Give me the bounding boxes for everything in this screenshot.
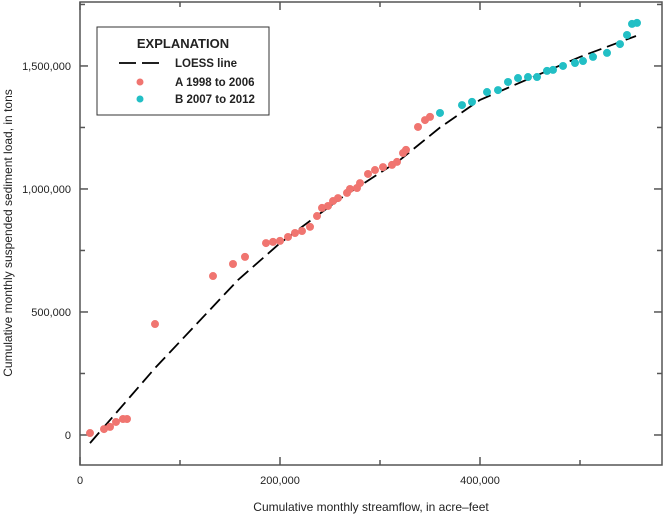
point-series-b bbox=[458, 101, 466, 110]
plot-frame bbox=[79, 1, 663, 466]
point-series-b bbox=[616, 40, 624, 49]
point-series-a bbox=[269, 237, 277, 246]
point-series-a bbox=[364, 169, 372, 178]
point-series-b bbox=[483, 88, 491, 97]
point-series-b bbox=[589, 52, 597, 61]
point-series-a bbox=[324, 201, 332, 210]
legend-loess-label: LOESS line bbox=[175, 58, 237, 70]
point-series-a bbox=[112, 417, 120, 426]
point-series-b bbox=[559, 61, 567, 70]
y-tick-label: 0 bbox=[65, 430, 71, 442]
point-series-a bbox=[284, 232, 292, 241]
legend-series-b-label: B 2007 to 2012 bbox=[175, 94, 255, 106]
point-series-a bbox=[106, 422, 114, 431]
point-series-a bbox=[209, 272, 217, 281]
point-series-b bbox=[436, 108, 444, 117]
point-series-b bbox=[524, 73, 532, 82]
point-series-a bbox=[229, 260, 237, 269]
point-series-a bbox=[318, 203, 326, 212]
point-series-b bbox=[514, 74, 522, 83]
y-tick-label: 1,500,000 bbox=[22, 61, 71, 73]
point-series-a bbox=[298, 227, 306, 236]
legend-series-b-marker bbox=[136, 95, 144, 103]
point-series-b bbox=[494, 86, 502, 95]
point-series-b bbox=[603, 48, 611, 57]
point-series-b bbox=[533, 73, 541, 82]
x-tick-label: 200,000 bbox=[260, 475, 300, 487]
point-series-b bbox=[579, 57, 587, 66]
point-series-a bbox=[313, 212, 321, 221]
point-series-a bbox=[346, 184, 354, 193]
point-series-b bbox=[571, 59, 579, 68]
point-series-b bbox=[549, 65, 557, 74]
y-tick-label: 1,000,000 bbox=[22, 184, 71, 196]
point-series-b bbox=[504, 77, 512, 86]
point-series-a bbox=[291, 229, 299, 238]
point-series-a bbox=[371, 166, 379, 175]
point-series-a bbox=[262, 239, 270, 248]
point-series-a bbox=[241, 252, 249, 261]
point-series-a bbox=[356, 179, 364, 188]
y-tick-label: 500,000 bbox=[31, 307, 71, 319]
point-series-a bbox=[426, 112, 434, 121]
point-series-b bbox=[623, 30, 631, 39]
point-series-b bbox=[543, 66, 551, 75]
point-series-b bbox=[633, 18, 641, 27]
x-tick-label: 0 bbox=[77, 475, 83, 487]
legend-title: EXPLANATION bbox=[137, 36, 229, 51]
x-axis-label: Cumulative monthly streamflow, in acre–f… bbox=[253, 500, 489, 514]
point-series-a bbox=[123, 414, 131, 423]
point-series-a bbox=[414, 122, 422, 131]
y-axis-label: Cumulative monthly suspended sediment lo… bbox=[1, 89, 15, 377]
point-series-a bbox=[334, 194, 342, 203]
point-series-a bbox=[306, 222, 314, 231]
point-series-a bbox=[276, 236, 284, 245]
legend-series-a-label: A 1998 to 2006 bbox=[175, 77, 254, 89]
legend-series-a-marker bbox=[136, 78, 144, 86]
legend: EXPLANATION LOESS line A 1998 to 2006 B … bbox=[96, 26, 270, 116]
point-series-a bbox=[86, 429, 94, 438]
point-series-b bbox=[468, 97, 476, 106]
point-series-a bbox=[393, 157, 401, 166]
point-series-a bbox=[402, 145, 410, 154]
x-tick-label: 400,000 bbox=[460, 475, 500, 487]
legend-box bbox=[96, 26, 270, 116]
point-series-a bbox=[151, 320, 159, 329]
point-series-a bbox=[379, 163, 387, 172]
point-series-a bbox=[100, 425, 108, 434]
